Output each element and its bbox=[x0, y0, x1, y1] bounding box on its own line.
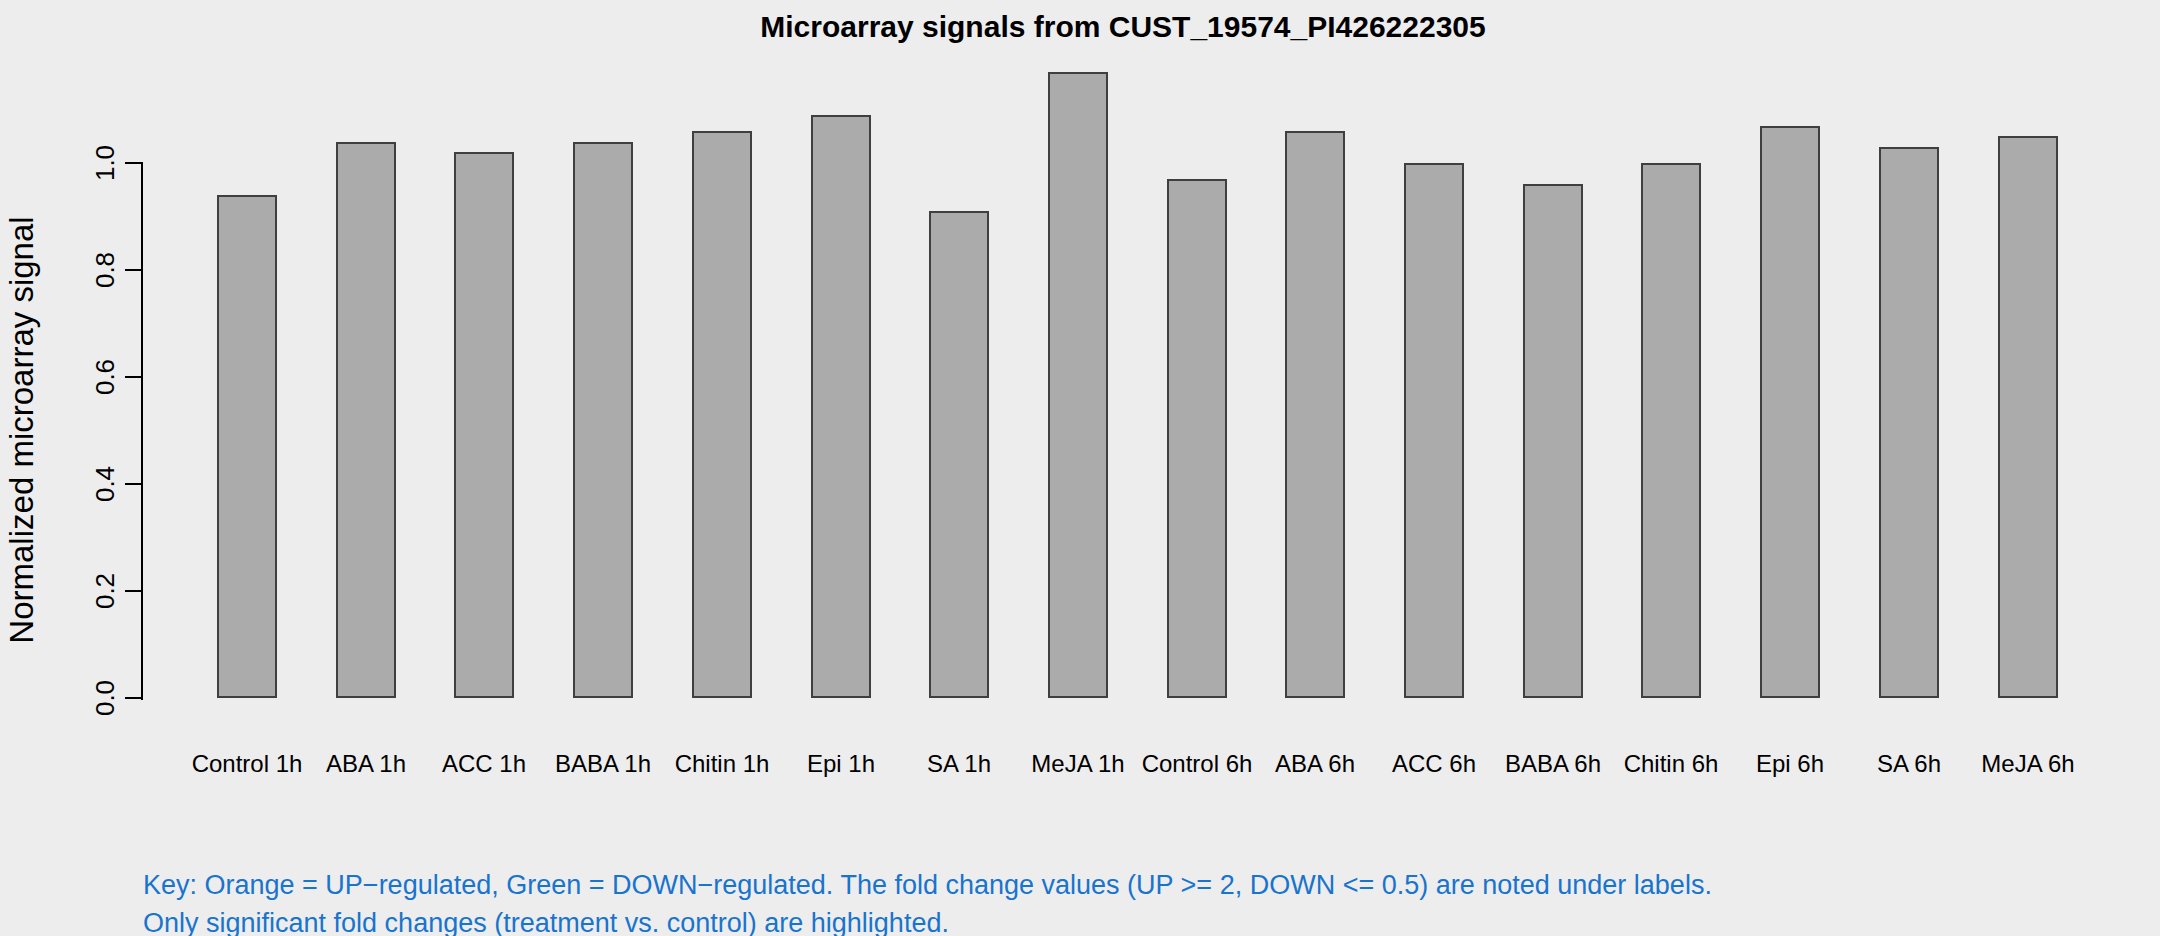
bar-baba-6h bbox=[1523, 184, 1583, 698]
bar-control-6h bbox=[1167, 179, 1227, 698]
x-category-label: Epi 6h bbox=[1756, 750, 1824, 778]
x-category-label: SA 1h bbox=[927, 750, 991, 778]
y-axis-line bbox=[141, 162, 143, 700]
y-tick-label: 0.2 bbox=[90, 573, 121, 609]
x-category-label: Epi 1h bbox=[807, 750, 875, 778]
x-category-label: Control 1h bbox=[192, 750, 303, 778]
bar-meja-1h bbox=[1048, 72, 1108, 698]
y-tick-label: 1.0 bbox=[90, 145, 121, 181]
y-tick-mark bbox=[125, 697, 143, 699]
y-tick-mark bbox=[125, 483, 143, 485]
bar-sa-6h bbox=[1879, 147, 1939, 698]
x-category-label: MeJA 1h bbox=[1031, 750, 1124, 778]
bar-acc-1h bbox=[454, 152, 514, 698]
bar-acc-6h bbox=[1404, 163, 1464, 698]
bar-baba-1h bbox=[573, 142, 633, 698]
bar-epi-1h bbox=[811, 115, 871, 698]
bar-sa-1h bbox=[929, 211, 989, 698]
bar-meja-6h bbox=[1998, 136, 2058, 698]
x-category-label: MeJA 6h bbox=[1981, 750, 2074, 778]
bar-chitin-1h bbox=[692, 131, 752, 698]
y-tick-mark bbox=[125, 376, 143, 378]
bar-epi-6h bbox=[1760, 126, 1820, 698]
x-category-label: BABA 1h bbox=[555, 750, 651, 778]
y-tick-mark bbox=[125, 590, 143, 592]
x-category-label: ACC 6h bbox=[1392, 750, 1476, 778]
bar-control-1h bbox=[217, 195, 277, 698]
y-tick-label: 0.8 bbox=[90, 252, 121, 288]
y-tick-label: 0.6 bbox=[90, 359, 121, 395]
x-category-label: ACC 1h bbox=[442, 750, 526, 778]
key-note-line2: Only significant fold changes (treatment… bbox=[143, 904, 1712, 936]
key-note: Key: Orange = UP−regulated, Green = DOWN… bbox=[143, 866, 1712, 936]
y-tick-label: 0.4 bbox=[90, 466, 121, 502]
x-category-label: Control 6h bbox=[1142, 750, 1253, 778]
x-category-label: SA 6h bbox=[1877, 750, 1941, 778]
x-category-label: ABA 6h bbox=[1275, 750, 1355, 778]
x-category-label: ABA 1h bbox=[326, 750, 406, 778]
y-axis-label: Normalized microarray signal bbox=[3, 216, 41, 643]
key-note-line1: Key: Orange = UP−regulated, Green = DOWN… bbox=[143, 866, 1712, 904]
bar-aba-6h bbox=[1285, 131, 1345, 698]
y-tick-mark bbox=[125, 269, 143, 271]
bar-aba-1h bbox=[336, 142, 396, 698]
bar-chitin-6h bbox=[1641, 163, 1701, 698]
barplot-figure: Microarray signals from CUST_19574_PI426… bbox=[0, 0, 2160, 936]
y-tick-mark bbox=[125, 162, 143, 164]
y-tick-label: 0.0 bbox=[90, 680, 121, 716]
x-category-label: BABA 6h bbox=[1505, 750, 1601, 778]
x-category-label: Chitin 1h bbox=[675, 750, 770, 778]
chart-title: Microarray signals from CUST_19574_PI426… bbox=[143, 10, 2103, 44]
x-category-label: Chitin 6h bbox=[1624, 750, 1719, 778]
